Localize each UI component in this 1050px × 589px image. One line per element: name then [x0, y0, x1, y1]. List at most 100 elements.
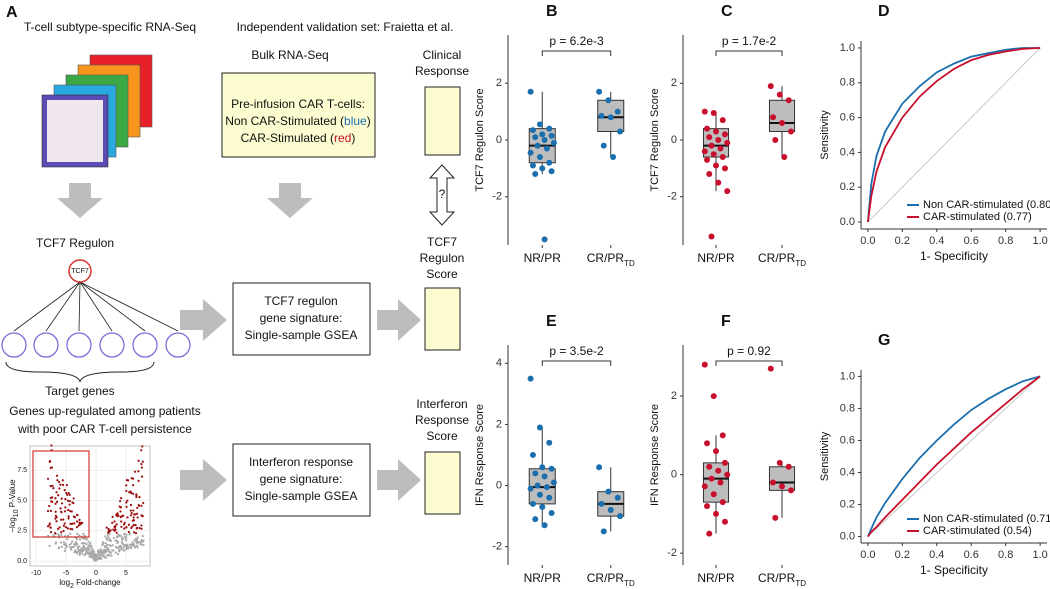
volcano-dot — [79, 523, 82, 526]
x-tick-label: 0.0 — [860, 549, 875, 561]
y-axis-title: IFN Response Score — [649, 404, 661, 506]
arrow — [377, 299, 421, 341]
bracket — [715, 360, 783, 366]
text: blue — [344, 114, 367, 128]
y-axis-title: Sensitivity — [819, 431, 831, 481]
volcano-dot — [125, 489, 128, 493]
score-box — [424, 86, 461, 156]
point — [701, 108, 708, 115]
volcano-dot — [61, 479, 64, 482]
volcano-dot — [74, 543, 77, 547]
point — [721, 459, 728, 466]
panel-label: F — [721, 313, 731, 330]
volcano-dot — [120, 540, 123, 543]
volcano-dot — [128, 491, 131, 494]
volcano-dot — [81, 542, 84, 545]
roc-curve — [866, 47, 1041, 223]
volcano-dot — [51, 496, 54, 499]
point — [529, 452, 536, 458]
volcano-dot — [57, 527, 60, 530]
panel-a: A T-cell subtype-specific RNA-Seq Indepe… — [1, 4, 469, 589]
x-tick-label: CR/PRTD — [758, 571, 806, 587]
hub-label: TCF7 — [71, 268, 89, 275]
y-tick-label: 0.0 — [840, 216, 855, 228]
question: ? — [439, 187, 446, 201]
volcano-dot — [59, 483, 62, 486]
volcano-dot — [137, 540, 140, 544]
volcano-dot — [59, 507, 62, 510]
volcano-dot — [125, 501, 128, 504]
volcano-dot — [85, 542, 88, 546]
volcano-dot — [81, 552, 84, 555]
point — [772, 514, 779, 521]
volcano-dot — [112, 549, 115, 552]
volcano-dot — [50, 500, 53, 503]
targets-label: Target genes — [45, 384, 114, 398]
x-tick-label: 1.0 — [1032, 549, 1047, 561]
volcano-dot — [49, 526, 52, 529]
volcano-dot — [104, 535, 107, 538]
text: CR/PR — [758, 251, 796, 265]
volcano-dot — [128, 546, 131, 549]
x-tick-label: NR/PR — [524, 571, 562, 585]
point — [536, 424, 543, 431]
volcano-dot — [120, 520, 123, 523]
volcano: 0.0 2.5 5.0 7.5 -10 -5 0 5 −log10 P-Value log2 Fo… — [8, 444, 151, 589]
subscript: TD — [795, 579, 806, 588]
volcano-dot — [135, 495, 138, 499]
point — [532, 171, 539, 178]
point — [767, 83, 774, 90]
point — [617, 513, 624, 520]
volcano-title: Genes up-regulated among patients — [9, 404, 200, 418]
volcano-dot — [70, 542, 73, 545]
volcano-dot — [132, 509, 135, 512]
volcano-dot — [50, 444, 53, 447]
volcano-dot — [102, 549, 105, 552]
x-tick-label: -5 — [63, 570, 69, 577]
volcano-dot — [83, 554, 86, 557]
text: NR/PR — [697, 251, 735, 265]
point — [779, 119, 785, 126]
point — [719, 154, 726, 161]
x-tick-label: 0.6 — [964, 235, 979, 247]
panel-label: E — [546, 313, 557, 330]
box — [768, 466, 796, 491]
volcano-dot — [140, 524, 143, 527]
data-stack — [41, 54, 153, 168]
volcano-dot — [78, 545, 81, 548]
legend-label: CAR-stimulated (0.77) — [923, 211, 1032, 223]
point — [548, 132, 555, 139]
volcano-dot — [122, 523, 126, 526]
volcano-dot — [63, 522, 66, 525]
volcano-dot — [66, 508, 70, 512]
y-tick-label: 2 — [496, 77, 502, 89]
edge — [78, 281, 81, 332]
point — [543, 145, 550, 152]
y-axis-title: IFN Response Score — [474, 404, 486, 506]
volcano-dot — [94, 559, 98, 562]
point — [717, 145, 724, 152]
y-tick-label: 7.5 — [17, 467, 27, 474]
volcano-dot — [132, 484, 135, 487]
y-tick-label: 2 — [671, 77, 677, 89]
volcano-dot — [107, 548, 110, 551]
point — [721, 165, 728, 172]
volcano-dot — [130, 546, 133, 550]
volcano-dot — [131, 519, 135, 522]
volcano-dot — [60, 533, 63, 536]
annotation: p = 0.92 — [727, 344, 771, 358]
volcano-dot — [49, 509, 53, 512]
text: CR/PR — [758, 571, 796, 585]
volcano-dot — [54, 510, 57, 513]
volcano-dot — [135, 493, 138, 496]
x-tick-label: NR/PR — [697, 251, 735, 265]
volcano-dot — [68, 493, 71, 496]
volcano-dot — [62, 518, 65, 521]
y-tick-label: -2 — [667, 547, 677, 559]
point — [596, 464, 603, 471]
point — [539, 503, 546, 510]
volcano-dot — [123, 527, 126, 530]
right-title: Independent validation set: Fraietta et … — [237, 20, 454, 34]
point — [704, 440, 711, 447]
volcano-dot — [105, 550, 108, 553]
